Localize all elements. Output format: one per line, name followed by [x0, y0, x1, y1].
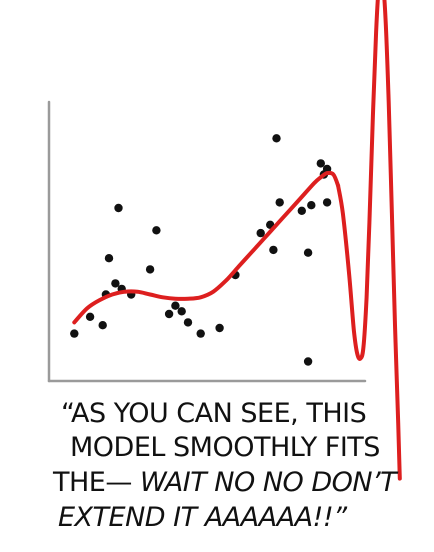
data-point-13 — [171, 301, 180, 310]
data-point-31 — [303, 357, 313, 366]
data-point-25 — [303, 248, 313, 257]
data-point-21 — [269, 245, 278, 255]
caption-line-3: THE— WAIT NO NO DON’T — [52, 467, 399, 498]
data-point-10 — [145, 265, 155, 274]
data-point-1 — [70, 329, 79, 338]
caption-line-3-plain: THE— — [52, 467, 140, 498]
data-point-26 — [307, 201, 316, 210]
data-point-24 — [297, 206, 306, 215]
caption: “AS YOU CAN SEE, THIS MODEL SMOOTHLY FIT… — [52, 398, 400, 533]
data-point-19 — [256, 228, 265, 238]
caption-line-4-italic: EXTEND IT AAAAAA!!” — [58, 502, 348, 533]
data-point-2 — [85, 312, 95, 321]
caption-line-4: EXTEND IT AAAAAA!!” — [58, 502, 348, 533]
caption-line-1-plain: “AS YOU CAN SEE, THIS — [61, 398, 366, 429]
caption-line-2: MODEL SMOOTHLY FITS — [70, 432, 380, 463]
data-points — [70, 134, 332, 366]
caption-line-3-italic: WAIT NO NO DON’T — [140, 467, 399, 498]
data-point-30 — [322, 198, 332, 207]
data-point-12 — [164, 309, 174, 319]
fitted-curve — [72, 170, 341, 325]
data-point-3 — [98, 321, 107, 330]
data-point-23 — [275, 198, 284, 207]
scatter-chart — [47, 0, 402, 481]
data-point-27 — [316, 159, 325, 168]
data-point-22 — [272, 134, 281, 143]
data-point-8 — [114, 203, 123, 213]
data-point-17 — [215, 323, 224, 333]
data-point-16 — [196, 329, 205, 338]
caption-line-1: “AS YOU CAN SEE, THIS — [61, 398, 366, 429]
data-point-11 — [152, 226, 161, 235]
data-point-15 — [183, 318, 193, 327]
data-point-14 — [177, 307, 186, 316]
data-point-7 — [104, 254, 114, 263]
extrapolated-curve — [336, 0, 402, 481]
data-point-5 — [111, 279, 120, 288]
caption-line-2-plain: MODEL SMOOTHLY FITS — [70, 432, 380, 463]
